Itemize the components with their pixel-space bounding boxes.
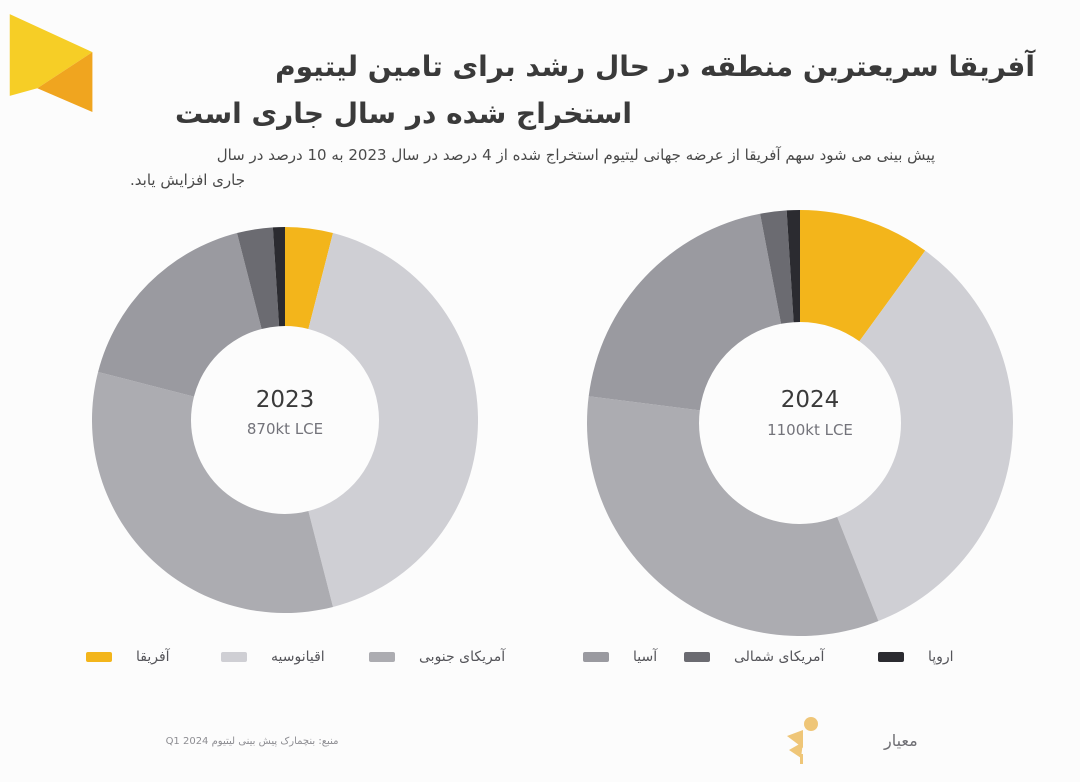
legend-label-europe: اروپا — [928, 649, 954, 665]
page-title-line1: آفریقا سریعترین منطقه در حال رشد برای تا… — [275, 50, 1035, 83]
source-note: منبع: بنچمارک پیش بینی لیتیوم Q1 2024 — [165, 736, 339, 747]
donut-2024-total-label: 1100kt LCE — [767, 421, 853, 439]
legend-item-north-america: آمریکای شمالی — [684, 646, 824, 668]
benchmark-flag-logo-icon — [9, 14, 93, 112]
logo-yellow-shape — [9, 14, 93, 96]
donut-2024-year-label: 2024 — [780, 387, 840, 413]
donut-slice-north-america — [760, 210, 794, 324]
legend-item-europe: اروپا — [878, 646, 954, 668]
legend-swatch-south-america — [369, 652, 395, 662]
donut-slice-north-america — [237, 227, 280, 329]
legend-label-africa: آفریقا — [136, 649, 170, 665]
page-subtitle-line1: پیش بینی می شود سهم آفریقا از عرضه جهانی… — [216, 146, 935, 164]
donut-2023-total-label: 870kt LCE — [246, 420, 324, 438]
legend-swatch-oceania — [221, 652, 247, 662]
donut-slice-asia — [588, 213, 782, 411]
legend-swatch-europe — [878, 652, 904, 662]
legend-label-asia: آسیا — [633, 649, 658, 665]
donut-chart-2023 — [92, 227, 478, 613]
donut-slice-africa — [800, 210, 926, 342]
logo-orange-shape — [37, 52, 93, 112]
brand-mark-icon — [787, 717, 818, 764]
donut-slice-south-america — [587, 396, 879, 636]
legend-swatch-africa — [86, 652, 112, 662]
donut-slice-africa — [285, 227, 333, 329]
legend-label-north-america: آمریکای شمالی — [734, 649, 825, 665]
donut-slice-europe — [786, 210, 800, 323]
page-subtitle-line2: جاری افزایش یابد. — [130, 171, 246, 189]
legend-swatch-north-america — [684, 652, 710, 662]
donut-slice-europe — [272, 227, 285, 327]
legend-item-africa: آفریقا — [86, 646, 170, 668]
donut-slice-oceania — [308, 233, 478, 607]
donut-slice-south-america — [92, 372, 333, 613]
donut-slice-asia — [98, 233, 262, 397]
legend-item-oceania: اقیانوسیه — [221, 646, 325, 668]
page-title-line2: استخراج شده در سال جاری است — [175, 97, 632, 130]
donut-slice-oceania — [837, 250, 1013, 622]
donut-chart-2024 — [587, 210, 1013, 636]
brand-name: معیار — [884, 731, 918, 750]
donut-2023-year-label: 2023 — [255, 387, 315, 413]
legend-item-south-america: آمریکای جنوبی — [369, 646, 505, 668]
legend-label-oceania: اقیانوسیه — [271, 649, 325, 665]
legend-item-asia: آسیا — [583, 646, 657, 668]
legend-label-south-america: آمریکای جنوبی — [419, 649, 506, 665]
legend-swatch-asia — [583, 652, 609, 662]
